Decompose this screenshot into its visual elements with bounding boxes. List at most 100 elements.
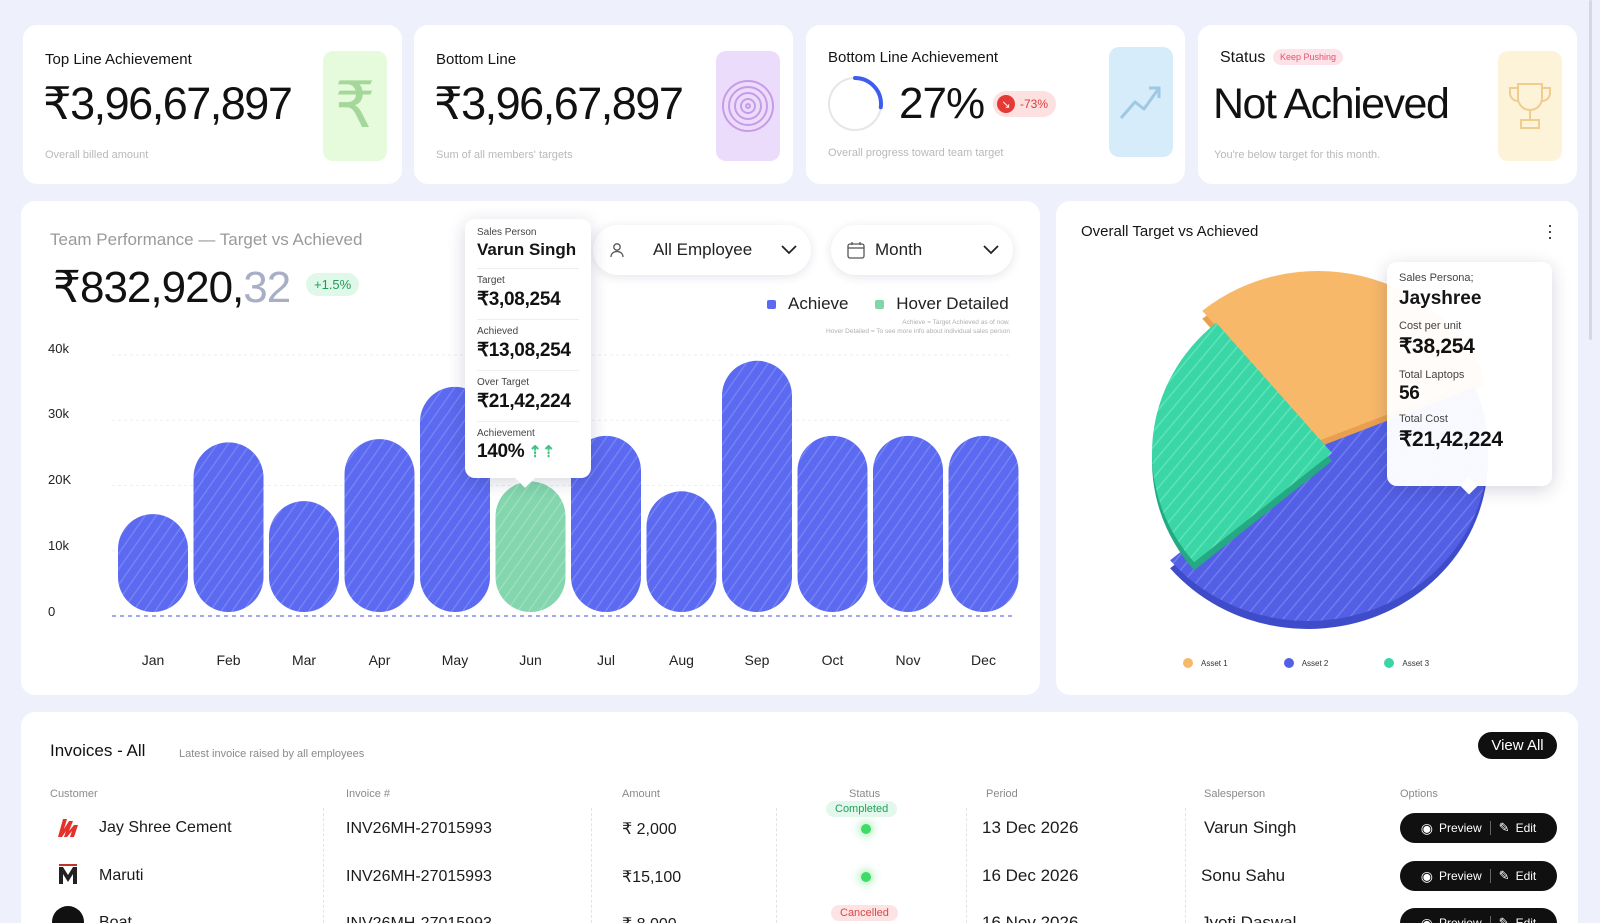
x-tick-label: Jun — [519, 652, 542, 668]
edit-label: Edit — [1515, 916, 1537, 923]
eye-icon: ◉ — [1420, 914, 1433, 923]
invoices-card — [21, 712, 1578, 923]
preview-button[interactable]: ◉ Preview — [1421, 820, 1482, 837]
target-rings-icon — [716, 51, 780, 161]
kpi-value: ₹3,96,67,897 — [43, 78, 293, 129]
legend-item: Asset 3 — [1384, 658, 1429, 668]
maruti-logo-icon — [59, 864, 77, 884]
edit-label: Edit — [1515, 869, 1537, 883]
kpi-title: Bottom Line — [436, 51, 517, 68]
period-filter-dropdown[interactable]: Month — [831, 225, 1013, 275]
legend-item: Asset 1 — [1183, 658, 1228, 668]
invoice-amount: ₹15,100 — [622, 869, 682, 886]
kpi-subtitle: Overall billed amount — [45, 149, 149, 161]
legend-label: Asset 3 — [1402, 658, 1430, 668]
tooltip-cost: ₹38,254 — [1399, 335, 1475, 358]
x-tick-label: Jan — [141, 652, 165, 668]
invoice-number: INV26MH-27015993 — [346, 820, 492, 837]
y-tick: 30k — [48, 406, 69, 421]
x-tick-label: Feb — [216, 652, 241, 668]
salesperson: Jyoti Daswal — [1201, 913, 1297, 923]
legend-swatch-hover — [875, 300, 885, 310]
performance-amount: ₹832,920,32 — [53, 262, 291, 313]
edit-icon: ✎ — [1498, 820, 1510, 835]
customer-name: Boat — [99, 914, 132, 923]
edit-button[interactable]: ✎ Edit — [1499, 915, 1537, 923]
tooltip-persona-label: Sales Persona; — [1399, 272, 1474, 284]
tooltip-target-label: Target — [477, 275, 505, 286]
preview-button[interactable]: ◉ Preview — [1421, 868, 1482, 885]
column-header: Status — [849, 788, 881, 800]
tooltip-achievement-label: Achievement — [477, 428, 535, 439]
kpi-card-bottom-line-achievement: Bottom Line Achievement 27% ↘ -73% Overa… — [806, 25, 1185, 184]
pie-card-title: Overall Target vs Achieved — [1081, 223, 1259, 240]
kpi-card-top-line: Top Line Achievement ₹3,96,67,897 Overal… — [23, 25, 402, 184]
salesperson: Varun Singh — [1204, 818, 1297, 837]
tooltip-total: ₹21,42,224 — [1399, 428, 1503, 451]
invoice-amount: ₹ 8,000 — [622, 914, 677, 923]
y-tick: 10k — [48, 538, 69, 553]
pie-legend: Asset 1 Asset 2 Asset 3 — [1183, 658, 1429, 668]
x-tick-label: Apr — [368, 652, 391, 668]
legend-dot — [1283, 658, 1294, 668]
legend-dot — [1183, 658, 1193, 668]
kpi-subtitle: You're below target for this month. — [1214, 149, 1381, 161]
pie-tooltip: Sales Persona; Jayshree Cost per unit ₹3… — [1387, 262, 1552, 495]
tooltip-total-label: Total Cost — [1399, 413, 1448, 425]
kpi-value: Not Achieved — [1213, 80, 1450, 128]
legend-item: Asset 2 — [1283, 658, 1329, 668]
view-all-button[interactable]: View All — [1478, 732, 1557, 759]
legend-dot — [1384, 658, 1395, 668]
progress-ring — [827, 76, 883, 132]
status-pill: Keep Pushing — [1273, 49, 1344, 65]
x-tick-label: Sep — [744, 652, 770, 668]
tooltip-persona: Jayshree — [1399, 288, 1482, 309]
preview-label: Preview — [1438, 916, 1482, 923]
invoice-period: 16 Dec 2026 — [982, 866, 1079, 885]
jay-shree-logo-icon — [58, 819, 78, 837]
edit-button[interactable]: ✎ Edit — [1499, 820, 1537, 836]
eye-icon: ◉ — [1420, 867, 1433, 884]
arrows-up-icon: ⇡⇡ — [528, 444, 556, 461]
legend-swatch-achieve — [767, 300, 776, 310]
x-tick-label: Aug — [669, 652, 694, 668]
period-filter-value: Month — [875, 240, 923, 259]
invoice-number: INV26MH-27015993 — [346, 915, 492, 923]
kpi-subtitle: Sum of all members' targets — [436, 149, 573, 161]
column-header: Customer — [50, 788, 98, 800]
employee-filter-dropdown[interactable]: All Employee — [593, 225, 811, 275]
y-tick: 0 — [48, 604, 56, 619]
boat-logo-icon — [52, 906, 84, 923]
bar-tooltip: Sales Person Varun Singh Target ₹3,08,25… — [465, 219, 591, 488]
trophy-icon — [1498, 51, 1562, 161]
amount-decimal: 32 — [243, 263, 291, 312]
x-tick-label: Nov — [895, 652, 921, 668]
legend-hover: Hover Detailed — [896, 294, 1009, 313]
performance-title: Team Performance — Target vs Achieved — [50, 230, 363, 249]
kpi-title: Status — [1220, 49, 1266, 66]
tooltip-laptops: 56 — [1399, 383, 1420, 404]
legend-note: Achieve = Target Achieved as of now. Hov… — [780, 318, 1010, 336]
eye-icon: ◉ — [1420, 819, 1433, 836]
tooltip-target: ₹3,08,254 — [477, 289, 561, 310]
invoice-number: INV26MH-27015993 — [346, 868, 492, 885]
options-buttons: ◉ Preview ✎ Edit — [1400, 813, 1557, 843]
legend-label: Asset 1 — [1201, 658, 1228, 668]
scrollbar[interactable] — [1589, 0, 1592, 340]
tooltip-laptops-label: Total Laptops — [1399, 369, 1465, 381]
preview-button[interactable]: ◉ Preview — [1421, 915, 1482, 923]
more-options-icon[interactable]: · · · — [1547, 215, 1553, 247]
edit-button[interactable]: ✎ Edit — [1499, 868, 1537, 884]
tooltip-achievement-row: 140% ⇡⇡ — [477, 441, 579, 463]
employee-filter-value: All Employee — [653, 240, 753, 259]
customer-name: Maruti — [99, 867, 144, 884]
legend-label: Asset 2 — [1301, 658, 1329, 668]
kpi-title: Bottom Line Achievement — [828, 49, 999, 66]
options-buttons: ◉ Preview ✎ Edit — [1400, 908, 1557, 923]
change-badge: ↘ -73% — [993, 91, 1057, 117]
x-tick-label: Dec — [971, 652, 996, 668]
edit-label: Edit — [1515, 821, 1537, 835]
kpi-title: Top Line Achievement — [45, 51, 192, 68]
kpi-subtitle: Overall progress toward team target — [828, 147, 1004, 159]
invoices-subtitle: Latest invoice raised by all employees — [179, 748, 365, 760]
